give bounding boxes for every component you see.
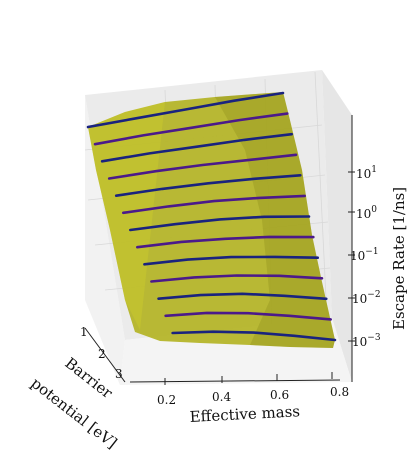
curve-line — [150, 274, 324, 283]
curve-line — [157, 292, 328, 301]
z-tick-label: 10−2 — [352, 290, 381, 306]
y-axis-label-line1: Barrier — [62, 354, 117, 403]
z-axis-label: Escape Rate [1/ns] — [390, 187, 408, 330]
svg-text:101: 101 — [356, 165, 377, 181]
curve-line — [122, 194, 306, 215]
curve-line — [107, 153, 298, 180]
left-pane — [85, 95, 125, 385]
curve-line — [129, 215, 311, 232]
svg-text:10−2: 10−2 — [352, 290, 381, 306]
surface-shade — [88, 102, 165, 330]
x-tick-label: 0.4 — [212, 390, 231, 404]
x-axis-label: Effective mass — [189, 402, 300, 426]
curve-line — [86, 91, 285, 129]
y-ticks: 1 2 3 — [80, 325, 123, 381]
x-tick-label: 0.6 — [270, 388, 289, 402]
curve-line — [100, 132, 293, 163]
y-tick-label: 1 — [80, 325, 88, 339]
z-tick-label: 10−3 — [352, 333, 381, 349]
curve-line — [136, 235, 315, 249]
curve-line — [164, 311, 332, 321]
curve-line — [93, 112, 289, 146]
x-ticks: 0.2 0.4 0.6 0.8 — [157, 372, 349, 407]
z-ticks: 101 100 10−1 10−2 10−3 — [348, 165, 381, 349]
surface-shade — [215, 92, 335, 348]
y-tick-label: 3 — [115, 367, 123, 381]
curve-line — [171, 330, 337, 342]
y-axis-line — [84, 327, 126, 383]
svg-text:10−1: 10−1 — [350, 247, 379, 263]
x-tick-label: 0.2 — [157, 393, 176, 407]
z-tick-label: 100 — [356, 205, 377, 221]
y-tick-label: 2 — [98, 347, 106, 361]
svg-text:100: 100 — [356, 205, 377, 221]
z-tick-label: 101 — [356, 165, 377, 181]
svg-text:10−3: 10−3 — [352, 333, 381, 349]
z-tick-label: 10−1 — [350, 247, 379, 263]
curve-line — [143, 255, 319, 266]
x-tick-label: 0.8 — [330, 385, 349, 399]
curves — [86, 91, 337, 342]
right-pane — [322, 70, 352, 382]
curve-line — [114, 174, 302, 197]
